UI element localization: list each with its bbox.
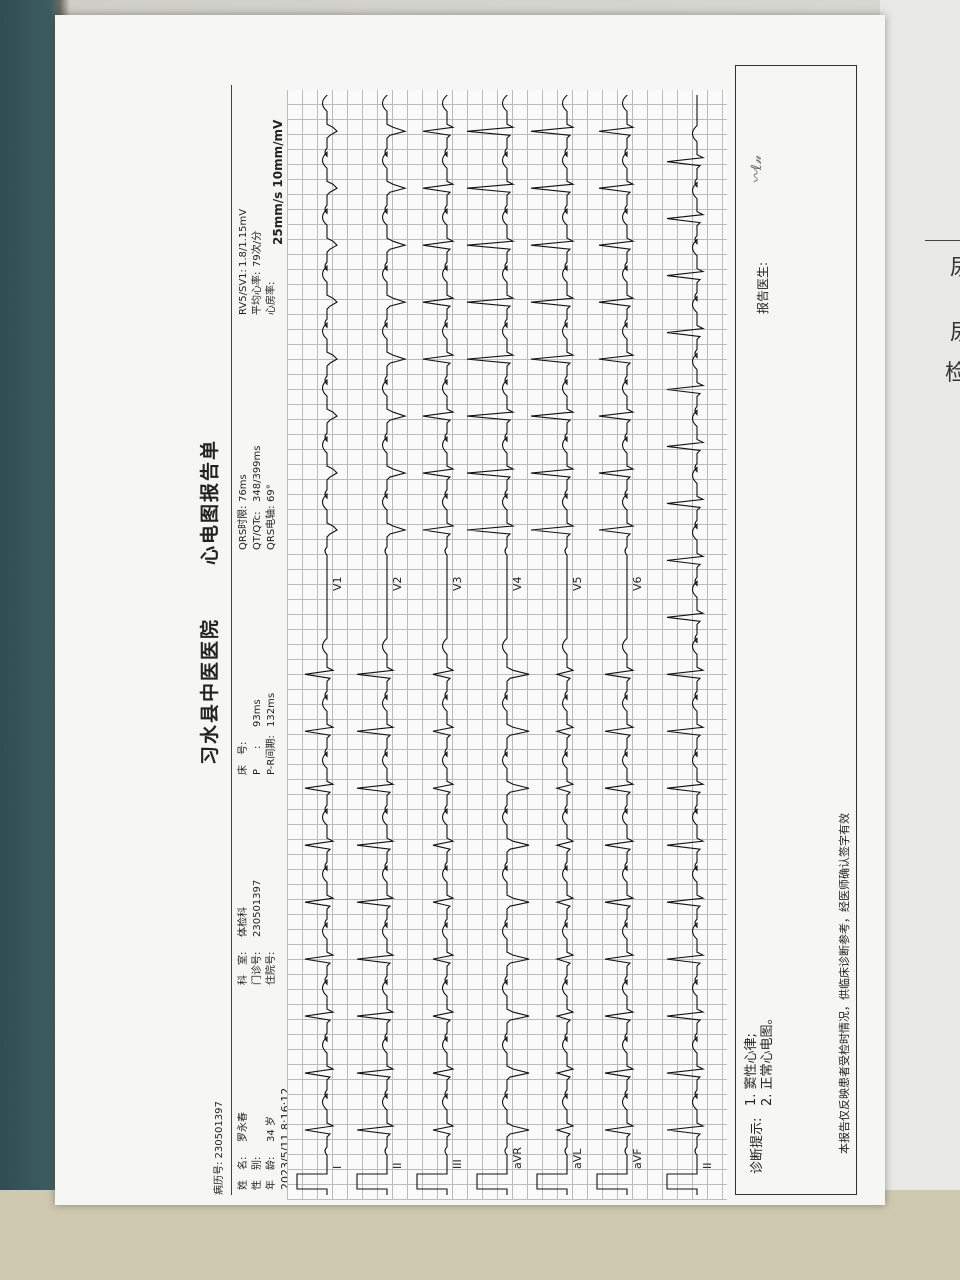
ecg-trace-V5 bbox=[530, 94, 575, 595]
dept-info: 科 室:体检科 门诊号:230501397 住院号: bbox=[238, 879, 277, 985]
diagnosis-box: 诊断提示: 1. 窦性心律; 2. 正常心电图。 报告医生: 〰ℓ𝓃 本报告仅反… bbox=[735, 65, 857, 1195]
hospital-name: 习水县中医医院 bbox=[199, 617, 221, 765]
ecg-trace-V6 bbox=[598, 94, 635, 595]
side-text: 尿 bbox=[950, 250, 960, 282]
ecg-trace-V2 bbox=[381, 94, 407, 595]
lead-label: II bbox=[391, 1163, 404, 1170]
side-document: 尿 尿 检 bbox=[905, 230, 960, 430]
ecg-trace-II bbox=[356, 595, 395, 1195]
lead-label: III bbox=[451, 1159, 464, 1169]
background-fabric bbox=[0, 1190, 960, 1280]
lead-label: V1 bbox=[331, 576, 344, 591]
lead-label: V4 bbox=[511, 576, 524, 591]
ecg-trace-aVL bbox=[536, 595, 575, 1195]
patient-info: 姓 名:罗永春 性 别: 年 龄:34 岁 2023/5/11 8:16:12 bbox=[238, 1087, 292, 1190]
lead-label: I bbox=[331, 1166, 344, 1169]
diagnosis-item: 2. 正常心电图。 bbox=[760, 1011, 775, 1106]
report-title: 心电图报告单 bbox=[199, 438, 221, 565]
diagnosis-label: 诊断提示: bbox=[750, 1117, 765, 1174]
disclaimer: 本报告仅反映患者受检时情况，供临床诊断参考，经医师确认签字有效 bbox=[838, 813, 851, 1154]
lead-label: V5 bbox=[571, 576, 584, 591]
lead-label: V6 bbox=[631, 576, 644, 591]
side-text: 尿 bbox=[950, 315, 960, 347]
lead-label: V2 bbox=[391, 576, 404, 591]
ecg-trace-V1 bbox=[321, 94, 338, 595]
diagnosis-item: 1. 窦性心律; bbox=[744, 1033, 759, 1106]
ecg-traces: I V1 II V2 III V3 aVR V4 aVL V5 aVF V6 II bbox=[296, 94, 714, 1195]
ecg-grid: I V1 II V2 III V3 aVR V4 aVL V5 aVF V6 II bbox=[287, 90, 727, 1200]
lead-label: II bbox=[701, 1163, 714, 1170]
scale-label: 25mm/s 10mm/mV bbox=[271, 119, 286, 245]
ecg-trace-aVR bbox=[476, 595, 530, 1195]
lead-label: aVL bbox=[571, 1148, 584, 1169]
lead-label: V3 bbox=[451, 576, 464, 591]
divider bbox=[231, 85, 232, 1195]
doctor-label: 报告医生: bbox=[756, 261, 770, 314]
ecg-trace-aVF bbox=[596, 595, 635, 1195]
ecg-trace-V4 bbox=[466, 94, 515, 595]
background-document bbox=[880, 0, 960, 1280]
lead-label: aVR bbox=[511, 1147, 524, 1169]
side-text: 检 bbox=[945, 361, 960, 386]
ecg-trace-III bbox=[416, 595, 455, 1195]
record-number: 病历号: 230501397 bbox=[214, 1101, 225, 1195]
diagnosis-items: 1. 窦性心律; 2. 正常心电图。 bbox=[744, 1011, 776, 1106]
doctor-signature: 〰ℓ𝓃 bbox=[749, 155, 765, 184]
ecg-trace-V3 bbox=[422, 94, 455, 595]
ecg-report-paper: 病历号: 230501397 习水县中医医院 心电图报告单 姓 名:罗永春 性 … bbox=[55, 15, 885, 1205]
lead-label: aVF bbox=[631, 1148, 644, 1169]
ecg-trace-II bbox=[666, 95, 705, 1195]
interval-info: 床 号: P :93ms P-R间期:132ms bbox=[238, 692, 277, 775]
qrs-info: QRS时限:76ms QT/QTc:348/399ms QRS电轴:69° bbox=[238, 445, 277, 551]
ecg-trace-I bbox=[296, 595, 335, 1195]
